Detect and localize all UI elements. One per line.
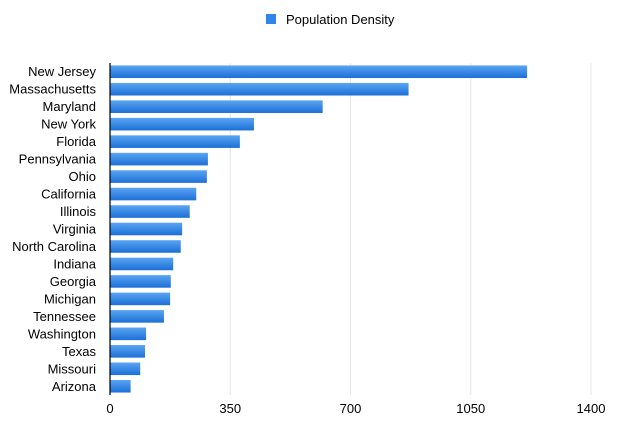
category-label: Michigan [44, 291, 96, 306]
category-label: Illinois [60, 204, 97, 219]
bar [110, 65, 528, 79]
bar [110, 310, 164, 323]
bar [110, 345, 146, 358]
x-tick-label: 1050 [456, 401, 485, 416]
category-label: California [41, 187, 97, 202]
category-label: Washington [28, 326, 96, 341]
x-tick-label: 1400 [577, 401, 606, 416]
bar [110, 100, 323, 113]
legend: Population Density [266, 12, 395, 27]
bar [110, 362, 141, 376]
category-label: Massachusetts [9, 82, 96, 97]
bar [110, 152, 208, 166]
bar [110, 240, 181, 253]
bar [110, 222, 183, 236]
category-labels: New Jersey Massachusetts Maryland New York F… [9, 64, 96, 394]
category-label: Pennsylvania [19, 152, 97, 167]
category-label: Texas [62, 344, 96, 359]
category-label: Maryland [43, 99, 96, 114]
legend-label: Population Density [286, 12, 395, 27]
category-label: Georgia [50, 274, 97, 289]
category-label: Arizona [52, 379, 97, 394]
category-label: New York [41, 117, 96, 132]
bar [110, 170, 207, 183]
bar [110, 327, 147, 341]
bar [110, 82, 409, 96]
gridlines [229, 63, 592, 395]
x-tick-labels: 0 350 700 1050 1400 [106, 401, 605, 416]
x-tick-label: 700 [340, 401, 362, 416]
bar [110, 292, 171, 306]
bars [110, 65, 528, 393]
category-label: Florida [56, 134, 97, 149]
category-label: New Jersey [28, 64, 96, 79]
category-label: Indiana [53, 256, 96, 271]
bar [110, 257, 174, 271]
bar [110, 187, 197, 201]
x-tick-label: 350 [219, 401, 241, 416]
x-tick-label: 0 [106, 401, 113, 416]
bar [110, 135, 240, 148]
category-label: Tennessee [33, 309, 96, 324]
bar [110, 275, 171, 288]
category-label: North Carolina [12, 239, 97, 254]
category-label: Virginia [53, 222, 97, 237]
bar [110, 117, 254, 131]
legend-swatch [266, 14, 276, 24]
category-label: Missouri [48, 361, 97, 376]
bar [110, 205, 190, 218]
category-label: Ohio [69, 169, 96, 184]
bar [110, 379, 131, 393]
